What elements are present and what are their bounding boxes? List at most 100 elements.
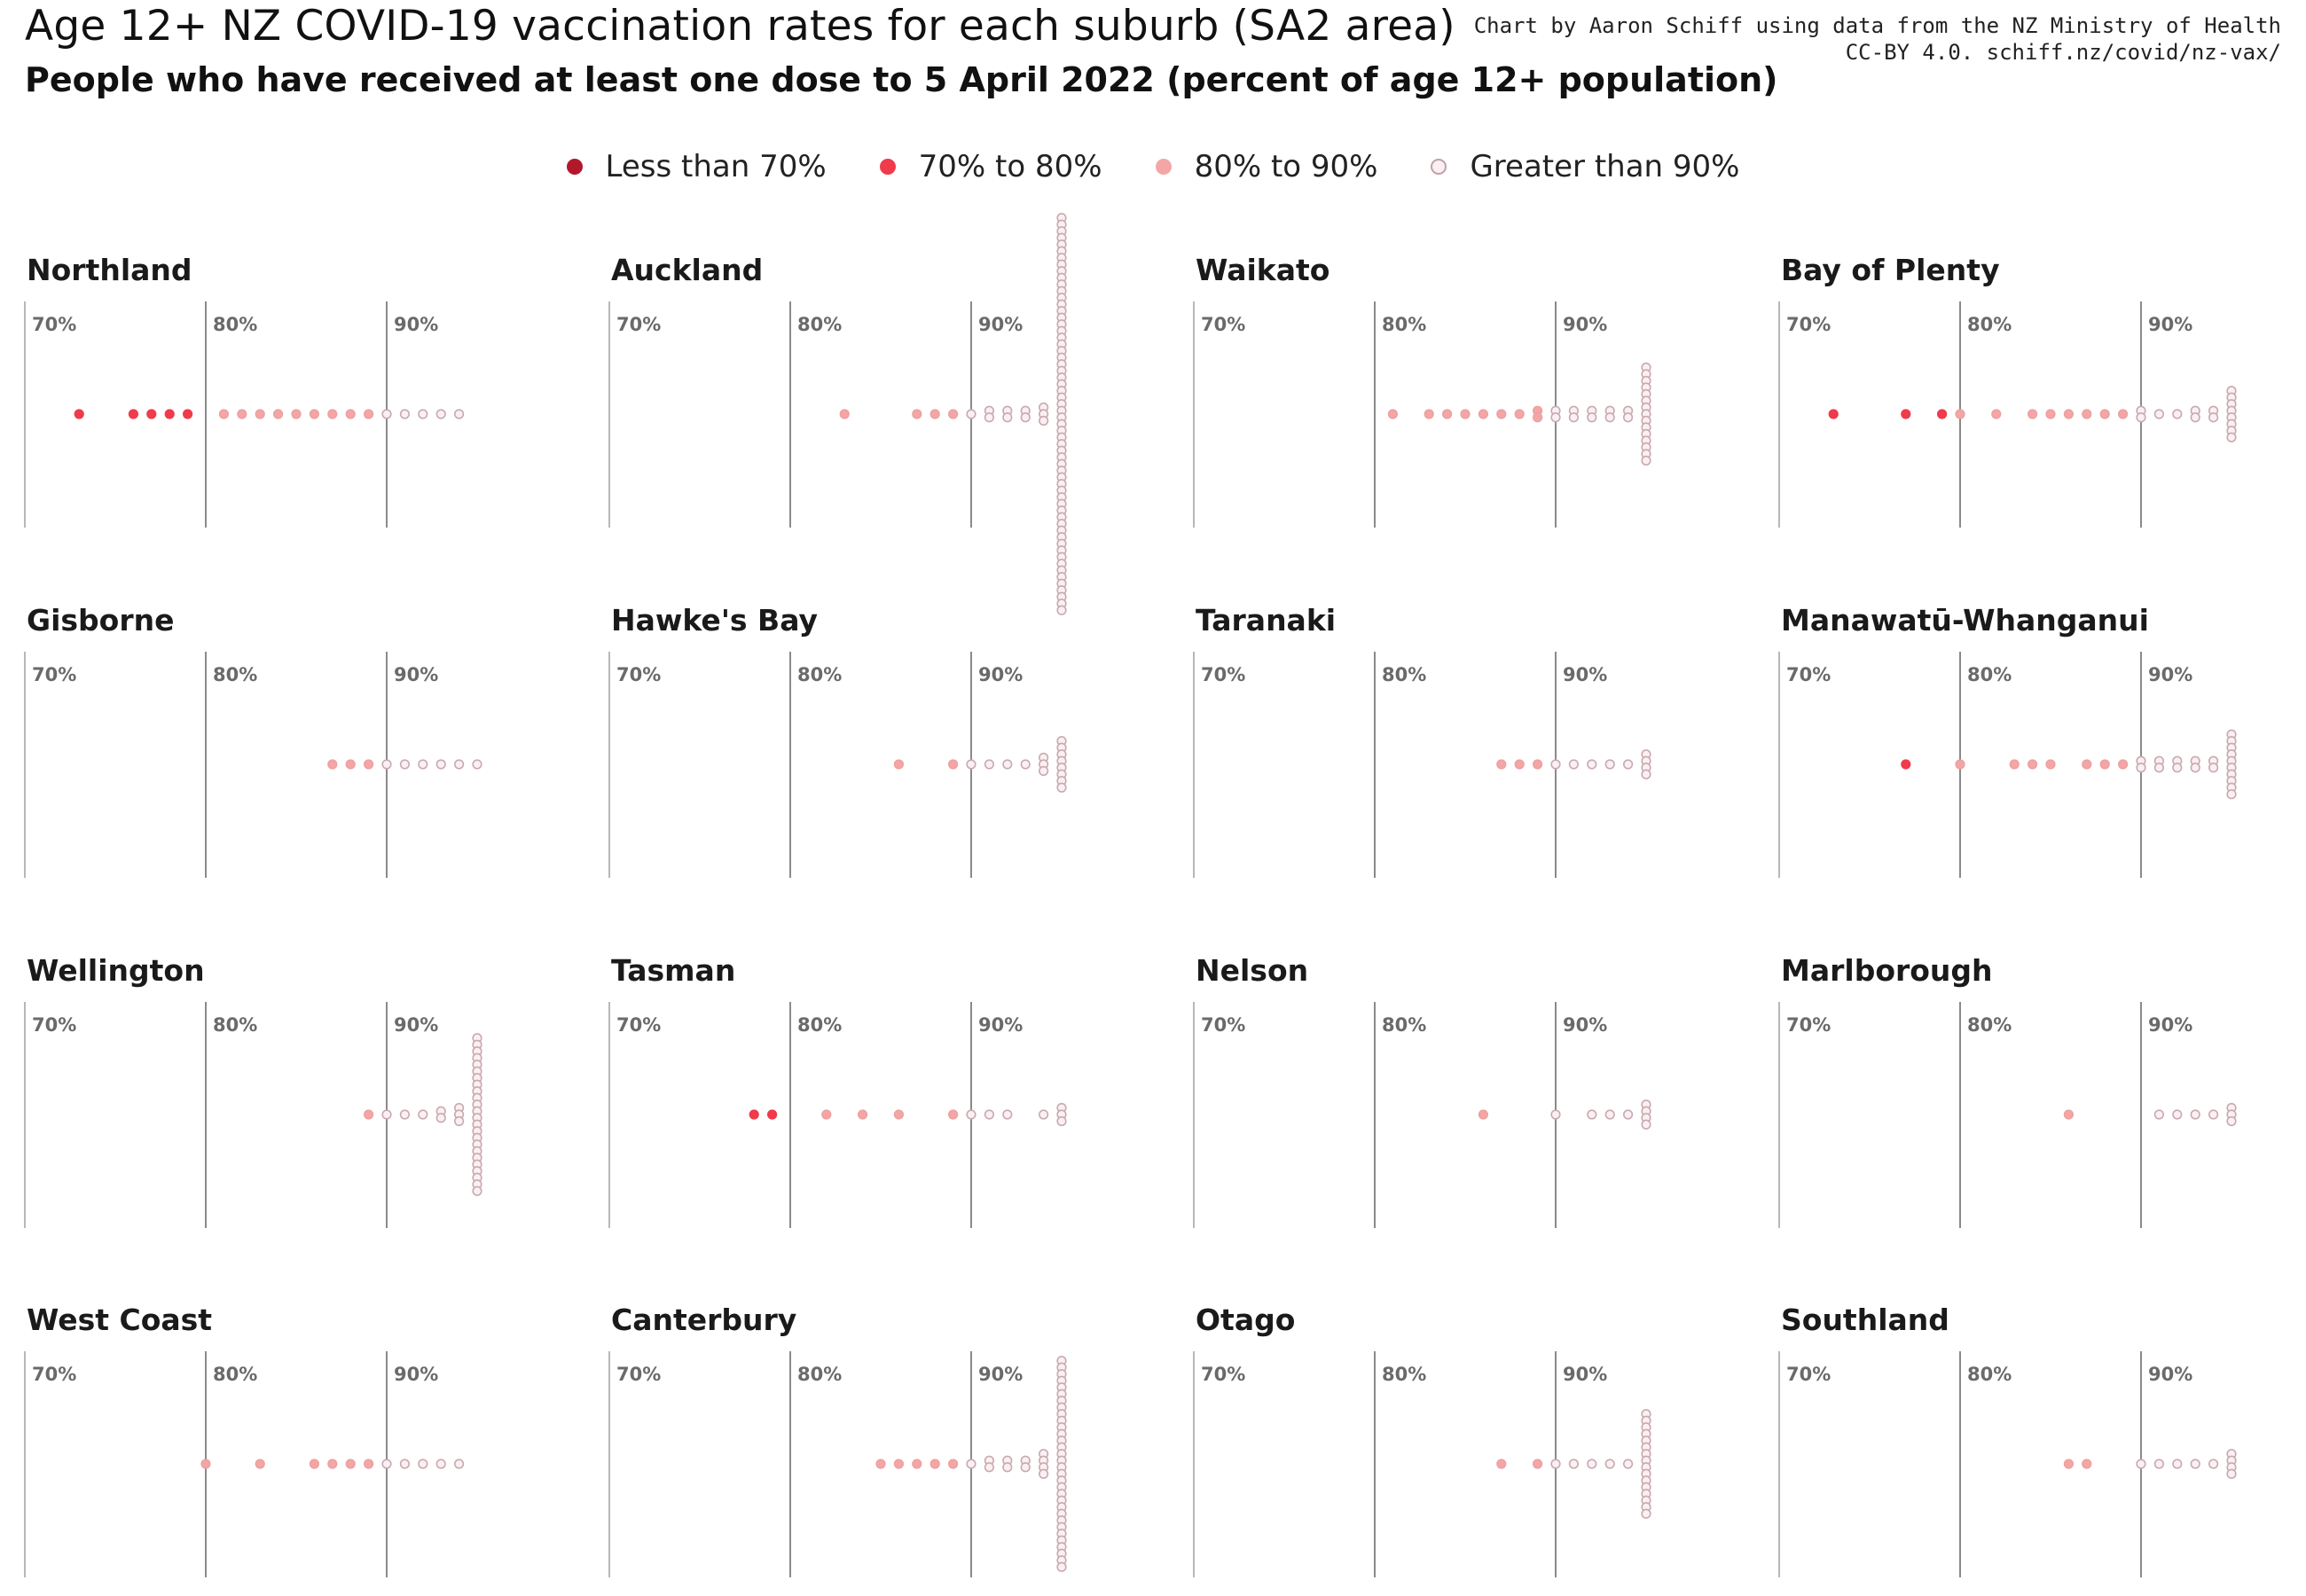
data-point <box>309 1459 320 1469</box>
data-point <box>345 759 356 770</box>
data-point <box>435 759 446 770</box>
legend-label-80-90: 80% to 90% <box>1194 149 1378 184</box>
data-point <box>2172 409 2183 419</box>
data-point <box>1460 409 1471 419</box>
data-point <box>1991 409 2002 419</box>
panel-otago: Otago 70% 80% 90% <box>1193 1303 1651 1577</box>
panel-title-tasman: Tasman <box>611 953 735 988</box>
data-point <box>947 409 959 419</box>
panel-tasman: Tasman 70% 80% 90% <box>608 953 1067 1228</box>
data-point <box>1550 1109 1561 1120</box>
data-point <box>1641 1119 1651 1130</box>
legend-swatch-70-80 <box>879 159 896 175</box>
data-point <box>1532 759 1543 770</box>
data-point <box>1641 1508 1651 1519</box>
data-point <box>164 409 175 419</box>
data-point <box>2226 1115 2237 1127</box>
data-point <box>453 1459 465 1469</box>
data-point <box>2063 409 2074 419</box>
panel-title-marlborough: Marlborough <box>1781 953 1993 988</box>
tick-label-90: 90% <box>978 664 1023 685</box>
data-point <box>1532 1459 1543 1469</box>
data-point <box>381 409 392 419</box>
data-point <box>857 1109 868 1120</box>
data-point <box>1587 759 1597 770</box>
data-point <box>1056 1561 1067 1572</box>
data-point <box>2208 1459 2219 1469</box>
data-point <box>128 409 138 419</box>
data-point <box>1587 412 1597 423</box>
tick-label-90: 90% <box>394 1014 438 1036</box>
tick-label-80: 80% <box>1967 1364 2012 1385</box>
panel-canterbury: Canterbury 70% 80% 90% <box>608 1303 1067 1577</box>
data-point <box>2172 1459 2183 1469</box>
data-point <box>309 409 320 419</box>
data-point <box>2028 759 2038 770</box>
data-point <box>2099 409 2110 419</box>
data-point <box>418 1459 428 1469</box>
data-point <box>453 759 465 770</box>
data-point <box>2153 1459 2164 1469</box>
credit-line-2: CC-BY 4.0. schiff.nz/covid/nz-vax/ <box>1845 40 2281 65</box>
legend-item-70-80: 70% to 80% <box>879 149 1102 184</box>
tick-label-90: 90% <box>978 314 1023 335</box>
data-point <box>1514 409 1525 419</box>
data-point <box>893 1109 905 1120</box>
tick-label-70: 70% <box>32 1014 76 1036</box>
data-point <box>2063 1459 2074 1469</box>
tick-label-70: 70% <box>32 664 76 685</box>
panel-title-west-coast: West Coast <box>27 1303 212 1337</box>
data-point <box>381 759 392 770</box>
data-point <box>1828 409 1839 419</box>
tick-label-70: 70% <box>1201 1014 1245 1036</box>
data-point <box>839 409 850 419</box>
data-point <box>2226 789 2237 800</box>
tick-label-90: 90% <box>2148 664 2192 685</box>
data-point <box>418 409 428 419</box>
data-point <box>1604 1109 1615 1120</box>
data-point <box>1641 455 1651 466</box>
tick-label-70: 70% <box>616 314 661 335</box>
tick-label-90: 90% <box>394 1364 438 1385</box>
data-point <box>435 1459 446 1469</box>
tick-label-80: 80% <box>213 664 257 685</box>
data-point <box>1568 412 1579 423</box>
panel-title-auckland: Auckland <box>611 253 763 287</box>
panel-southland: Southland 70% 80% 90% <box>1778 1303 2237 1577</box>
data-point <box>364 409 374 419</box>
tick-label-70: 70% <box>32 1364 76 1385</box>
data-point <box>966 1459 977 1469</box>
data-point <box>2190 412 2200 423</box>
legend-swatch-80-90 <box>1155 159 1172 175</box>
data-point <box>1568 759 1579 770</box>
panel-title-gisborne: Gisborne <box>27 603 174 638</box>
data-point <box>472 1185 482 1196</box>
data-point <box>364 759 374 770</box>
panel-title-hawke-s-bay: Hawke's Bay <box>611 603 818 638</box>
data-point <box>1002 1109 1013 1120</box>
data-point <box>1955 759 1965 770</box>
tick-label-70: 70% <box>32 314 76 335</box>
legend-label-gt90: Greater than 90% <box>1470 149 1740 184</box>
data-point <box>821 1109 832 1120</box>
data-point <box>1056 782 1067 793</box>
data-point <box>1587 1109 1597 1120</box>
panel-northland: Northland 70% 80% 90% <box>24 253 465 528</box>
data-point <box>435 1113 446 1123</box>
data-point <box>2153 763 2164 773</box>
data-point <box>893 759 905 770</box>
data-point <box>418 1109 428 1120</box>
data-point <box>1937 409 1948 419</box>
legend-label-lt70: Less than 70% <box>605 149 827 184</box>
tick-label-80: 80% <box>1967 1014 2012 1036</box>
data-point <box>1496 409 1507 419</box>
data-point <box>2172 1109 2183 1120</box>
data-point <box>2226 1468 2237 1479</box>
data-point <box>2118 409 2129 419</box>
data-point <box>2226 432 2237 442</box>
tick-label-90: 90% <box>978 1364 1023 1385</box>
data-point <box>1622 759 1634 770</box>
data-point <box>984 1109 994 1120</box>
data-point <box>1622 1459 1634 1469</box>
data-point <box>2190 763 2200 773</box>
